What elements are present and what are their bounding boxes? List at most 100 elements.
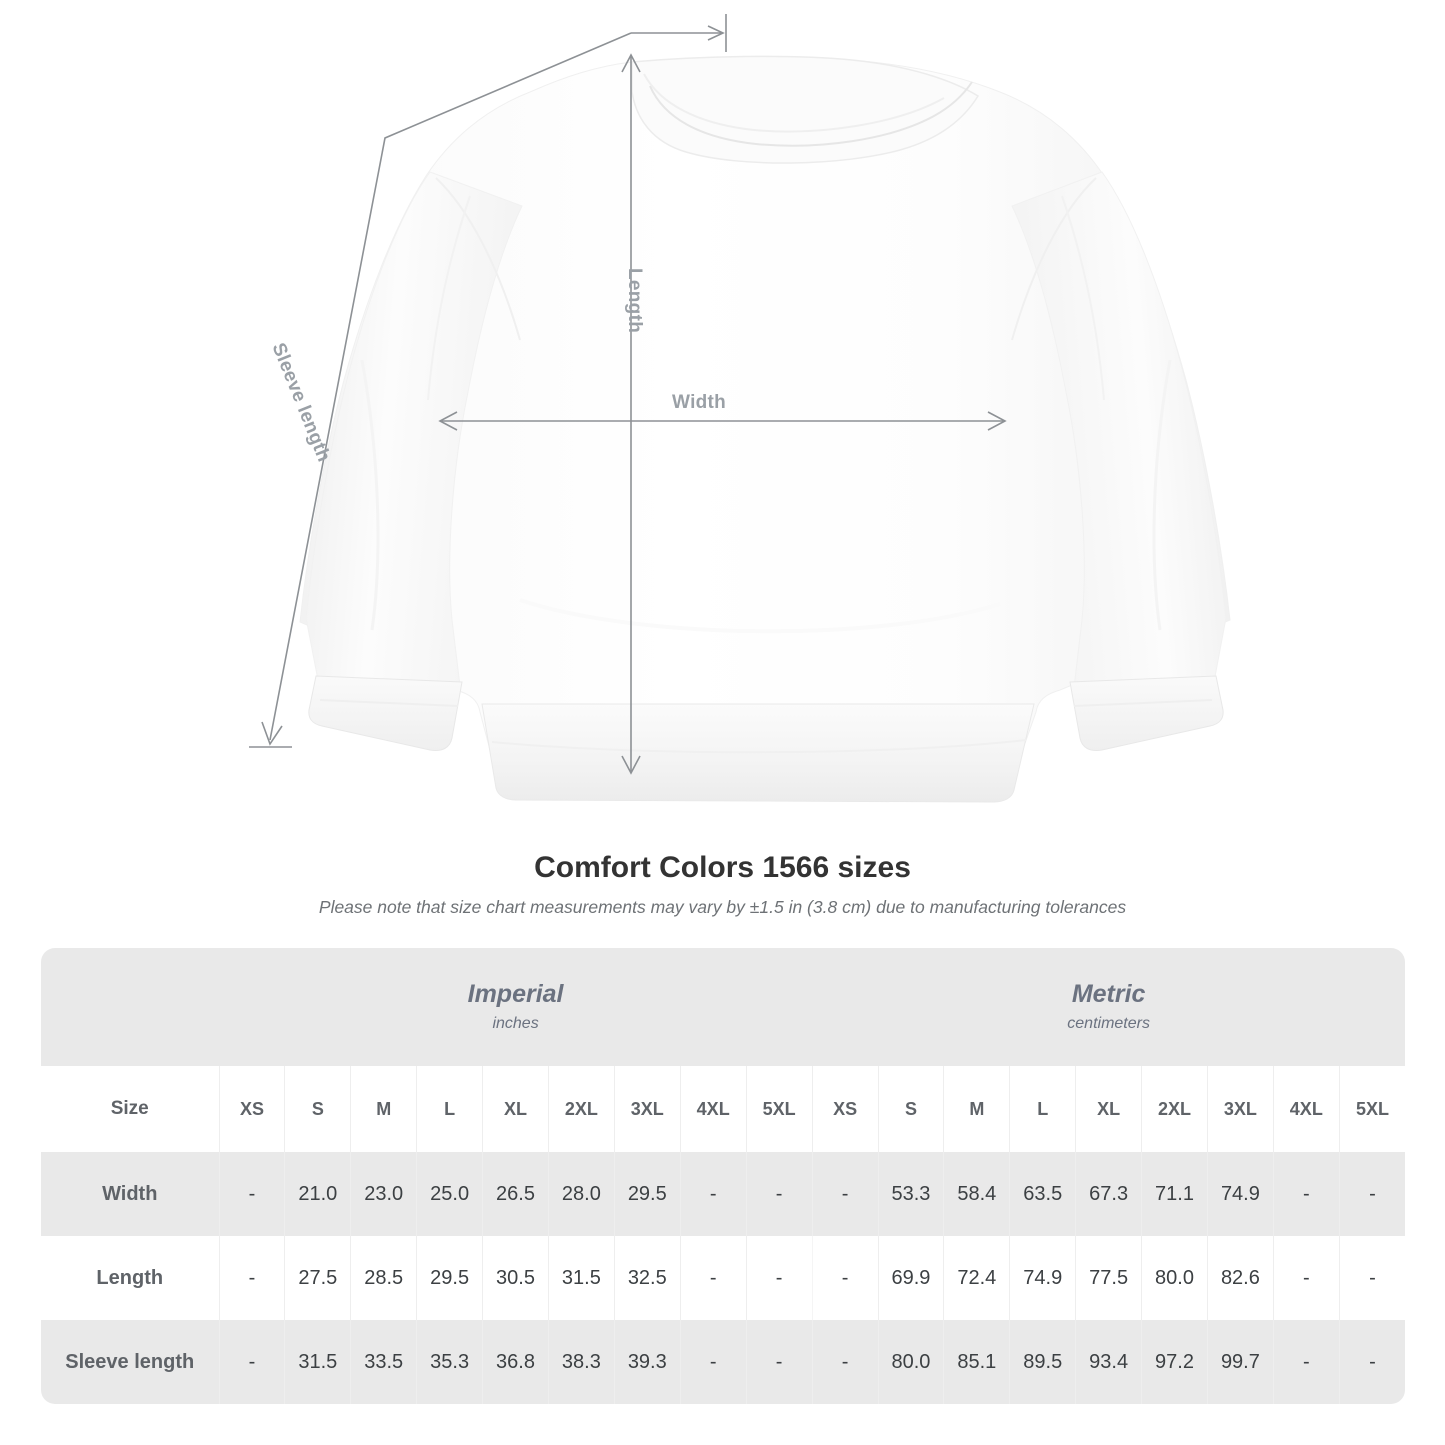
- cell-length-imperial-s: 27.5: [284, 1236, 351, 1320]
- cell-length-metric-5xl: -: [1338, 1236, 1405, 1320]
- size-header-metric-2xl: 2XL: [1141, 1066, 1208, 1152]
- cell-sleeve-length-metric-2xl: 97.2: [1141, 1320, 1208, 1404]
- table-row: Sleeve length -31.5 33.5 35.3 36.8 38.3 39.3- -…: [41, 1320, 1405, 1404]
- size-chart-table-wrapper: Imperial inches Metric centimeters Size XS S M L…: [41, 948, 1405, 1404]
- unit-group-imperial: Imperial inches: [219, 948, 813, 1066]
- row-label-width: Width: [41, 1152, 219, 1236]
- width-arrowhead-left: [438, 411, 458, 431]
- sleeve-top-arrowhead: [707, 25, 725, 41]
- cell-width-metric-3xl: 74.9: [1206, 1152, 1274, 1236]
- cell-sleeve-length-metric-m: 85.1: [943, 1320, 1010, 1404]
- size-header-imperial-l: L: [416, 1066, 483, 1152]
- cell-width-imperial-s: 21.0: [284, 1152, 351, 1236]
- cell-length-metric-3xl: 82.6: [1206, 1236, 1274, 1320]
- cell-sleeve-length-imperial-xl: 36.8: [482, 1320, 549, 1404]
- cell-length-metric-m: 72.4: [943, 1236, 1010, 1320]
- cell-width-imperial-m: 23.0: [350, 1152, 417, 1236]
- table-row: Length -27.5 28.5 29.5 30.5 31.5 32.5- - -69.9 72…: [41, 1236, 1405, 1320]
- cell-sleeve-length-imperial-2xl: 38.3: [547, 1320, 615, 1404]
- cell-width-metric-xs: -: [811, 1152, 879, 1236]
- width-arrowhead-right: [987, 411, 1007, 431]
- cell-width-imperial-2xl: 28.0: [547, 1152, 615, 1236]
- cell-width-metric-5xl: -: [1338, 1152, 1405, 1236]
- cell-sleeve-length-imperial-s: 31.5: [284, 1320, 351, 1404]
- size-header-imperial-s: S: [284, 1066, 351, 1152]
- unit-group-name: Metric: [1071, 979, 1146, 1008]
- size-header-metric-l: L: [1009, 1066, 1076, 1152]
- cell-length-metric-s: 69.9: [877, 1236, 944, 1320]
- cell-width-imperial-4xl: -: [679, 1152, 747, 1236]
- unit-group-row: Imperial inches Metric centimeters: [41, 948, 1405, 1066]
- unit-group-name: Imperial: [467, 979, 564, 1008]
- cell-sleeve-length-imperial-4xl: -: [679, 1320, 747, 1404]
- length-arrowhead-top: [621, 53, 641, 73]
- cell-sleeve-length-imperial-3xl: 39.3: [613, 1320, 681, 1404]
- sweatshirt-illustration: [249, 14, 1231, 803]
- size-header-imperial-xs: XS: [218, 1066, 285, 1152]
- size-chart-table: Imperial inches Metric centimeters Size XS S M L…: [41, 948, 1405, 1404]
- cell-length-imperial-xs: -: [218, 1236, 285, 1320]
- cell-length-imperial-l: 29.5: [416, 1236, 483, 1320]
- unit-group-metric: Metric centimeters: [812, 948, 1405, 1066]
- size-header-metric-5xl: 5XL: [1338, 1066, 1405, 1152]
- size-column-header: Size: [41, 1066, 219, 1152]
- cell-width-imperial-5xl: -: [745, 1152, 813, 1236]
- cell-sleeve-length-imperial-l: 35.3: [416, 1320, 483, 1404]
- size-header-metric-4xl: 4XL: [1272, 1066, 1340, 1152]
- width-dimension-label: Width: [672, 392, 727, 413]
- cell-sleeve-length-metric-3xl: 99.7: [1206, 1320, 1274, 1404]
- cell-sleeve-length-metric-xs: -: [811, 1320, 879, 1404]
- cell-length-metric-2xl: 80.0: [1141, 1236, 1208, 1320]
- cell-sleeve-length-metric-5xl: -: [1338, 1320, 1405, 1404]
- size-header-metric-m: M: [943, 1066, 1010, 1152]
- cell-length-imperial-5xl: -: [745, 1236, 813, 1320]
- size-header-metric-xs: XS: [811, 1066, 879, 1152]
- unit-group-subtitle: inches: [492, 1015, 539, 1033]
- sweatshirt-body: [299, 55, 1231, 803]
- cell-sleeve-length-metric-xl: 93.4: [1075, 1320, 1142, 1404]
- unit-row-spacer: [41, 948, 219, 1066]
- unit-group-subtitle: centimeters: [1067, 1015, 1150, 1033]
- size-header-imperial-2xl: 2XL: [547, 1066, 615, 1152]
- cell-length-imperial-xl: 30.5: [482, 1236, 549, 1320]
- cell-length-metric-xl: 77.5: [1075, 1236, 1142, 1320]
- page-title: Comfort Colors 1566 sizes: [534, 851, 911, 884]
- table-row: Width -21.0 23.0 25.0 26.5 28.0 29.5- - -53.3 58.…: [41, 1152, 1405, 1236]
- cell-width-metric-2xl: 71.1: [1141, 1152, 1208, 1236]
- cell-length-imperial-3xl: 32.5: [613, 1236, 681, 1320]
- cell-width-metric-4xl: -: [1272, 1152, 1340, 1236]
- length-dimension-label: Length: [624, 268, 645, 334]
- cell-length-imperial-2xl: 31.5: [547, 1236, 615, 1320]
- measurement-lines: [249, 14, 1007, 775]
- row-label-sleeve-length: Sleeve length: [41, 1320, 219, 1404]
- size-header-imperial-m: M: [350, 1066, 417, 1152]
- cell-sleeve-length-metric-l: 89.5: [1009, 1320, 1076, 1404]
- size-header-imperial-xl: XL: [482, 1066, 549, 1152]
- size-header-metric-3xl: 3XL: [1206, 1066, 1274, 1152]
- cell-length-metric-xs: -: [811, 1236, 879, 1320]
- measurement-tolerance-note: Please note that size chart measurements…: [318, 897, 1127, 917]
- cell-sleeve-length-metric-4xl: -: [1272, 1320, 1340, 1404]
- size-header-metric-xl: XL: [1075, 1066, 1142, 1152]
- cell-width-imperial-l: 25.0: [416, 1152, 483, 1236]
- cell-length-imperial-4xl: -: [679, 1236, 747, 1320]
- length-arrowhead-bottom: [621, 755, 641, 775]
- cell-width-metric-xl: 67.3: [1075, 1152, 1142, 1236]
- size-header-row: Size XS S M L XL 2XL 3XL 4XL 5XL XS S M L XL 2XL 3XL 4XL 5…: [41, 1066, 1405, 1152]
- cell-width-imperial-xl: 26.5: [482, 1152, 549, 1236]
- cell-sleeve-length-imperial-m: 33.5: [350, 1320, 417, 1404]
- cell-width-metric-l: 63.5: [1009, 1152, 1076, 1236]
- cell-length-imperial-m: 28.5: [350, 1236, 417, 1320]
- row-label-length: Length: [41, 1236, 219, 1320]
- cell-width-imperial-3xl: 29.5: [613, 1152, 681, 1236]
- size-header-imperial-3xl: 3XL: [613, 1066, 681, 1152]
- size-header-imperial-4xl: 4XL: [679, 1066, 747, 1152]
- sleeve-length-line: [269, 32, 632, 741]
- sleeve-length-arrowhead: [261, 721, 283, 746]
- cell-width-imperial-xs: -: [218, 1152, 285, 1236]
- cell-sleeve-length-metric-s: 80.0: [877, 1320, 944, 1404]
- size-header-imperial-5xl: 5XL: [745, 1066, 813, 1152]
- cell-sleeve-length-imperial-5xl: -: [745, 1320, 813, 1404]
- cell-width-metric-m: 58.4: [943, 1152, 1010, 1236]
